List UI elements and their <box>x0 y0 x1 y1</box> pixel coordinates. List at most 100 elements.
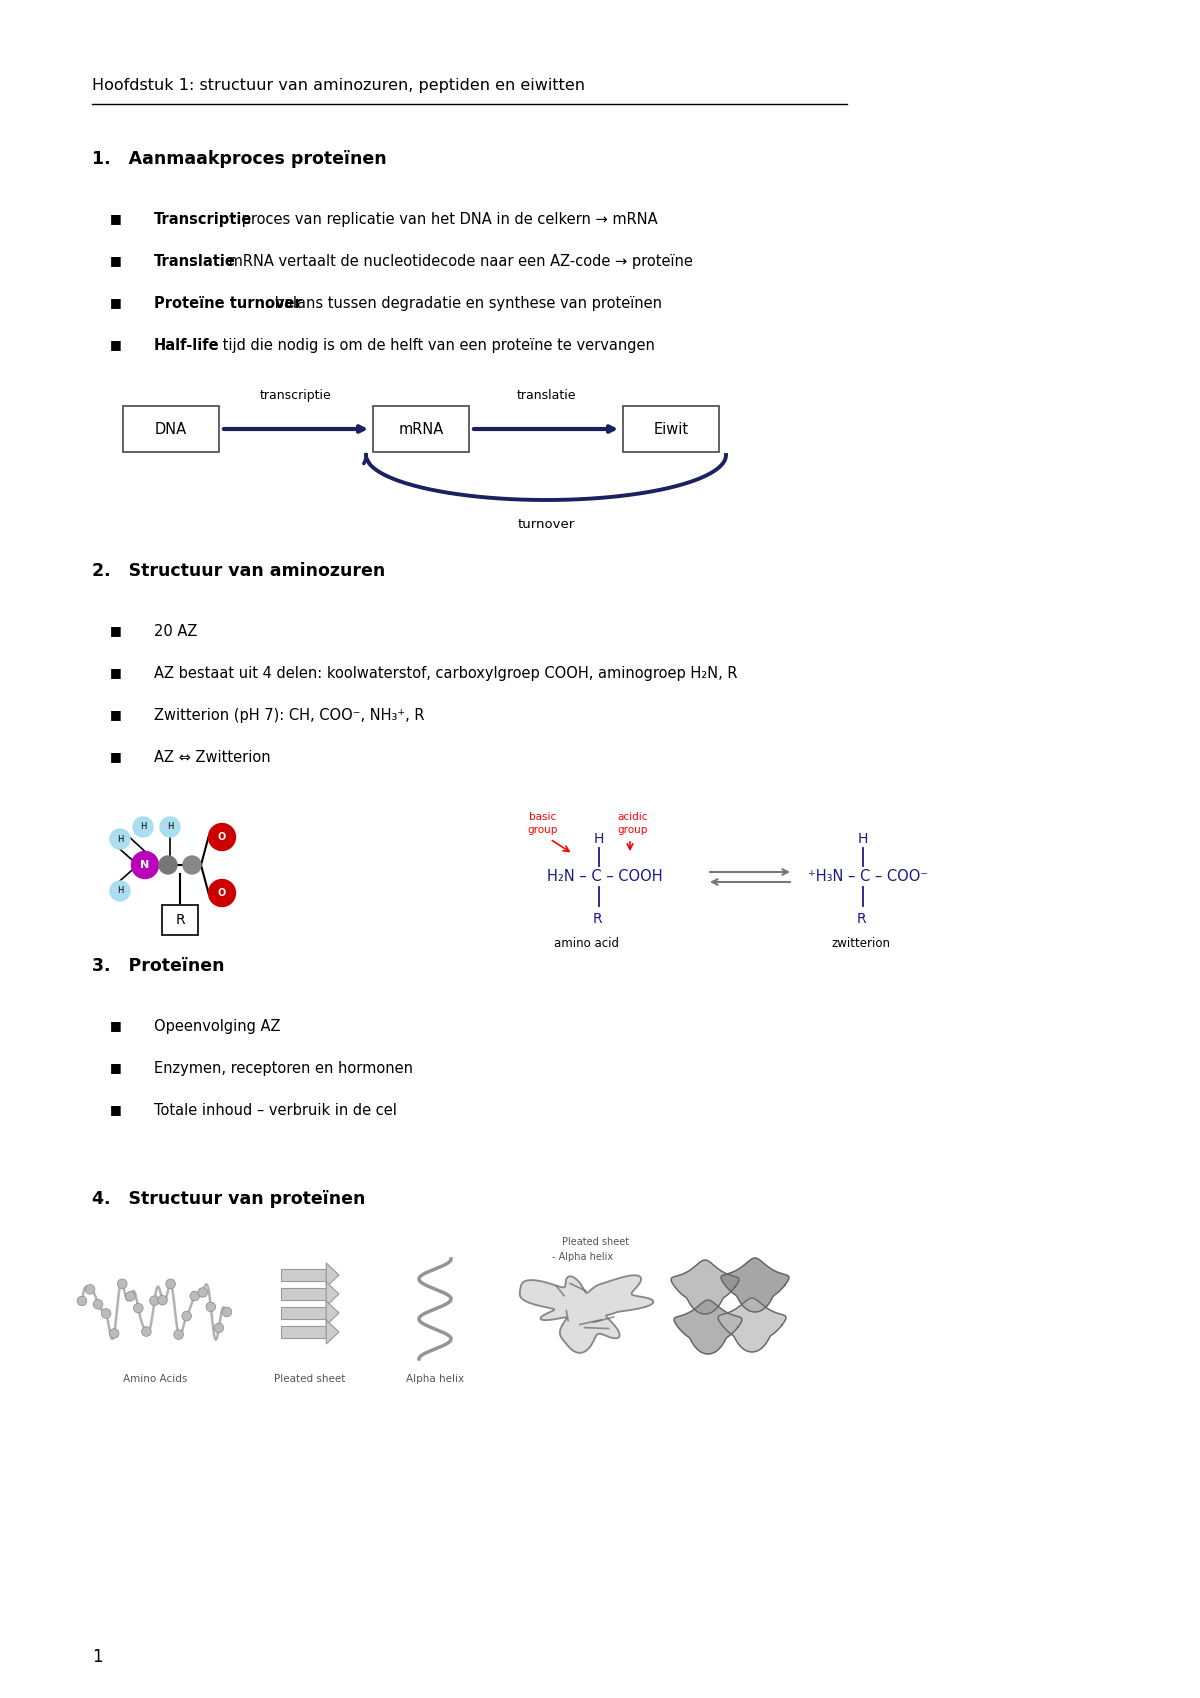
Text: : mRNA vertaalt de nucleotidecode naar een AZ-code → proteïne: : mRNA vertaalt de nucleotidecode naar e… <box>220 255 692 268</box>
Text: H: H <box>116 834 124 844</box>
Circle shape <box>133 1304 143 1313</box>
Polygon shape <box>671 1260 739 1314</box>
Circle shape <box>133 817 154 837</box>
Bar <box>281 1307 326 1319</box>
Text: ■: ■ <box>110 708 121 722</box>
Text: Eiwit: Eiwit <box>654 421 689 436</box>
Text: ■: ■ <box>110 212 121 226</box>
FancyBboxPatch shape <box>124 406 220 452</box>
Circle shape <box>110 829 130 849</box>
Polygon shape <box>326 1263 340 1287</box>
Circle shape <box>160 856 178 874</box>
Text: ■: ■ <box>110 338 121 351</box>
Circle shape <box>77 1296 86 1306</box>
Text: ⁺H₃N – C – COO⁻: ⁺H₃N – C – COO⁻ <box>808 869 928 885</box>
FancyBboxPatch shape <box>623 406 719 452</box>
Text: ■: ■ <box>110 295 121 309</box>
Text: ■: ■ <box>110 1061 121 1075</box>
Text: DNA: DNA <box>155 421 187 436</box>
Text: ■: ■ <box>110 1019 121 1032</box>
Text: Transcriptie: Transcriptie <box>154 212 252 228</box>
Text: O: O <box>218 888 226 898</box>
Polygon shape <box>674 1301 742 1353</box>
Text: R: R <box>175 914 185 927</box>
Circle shape <box>166 1279 175 1289</box>
Circle shape <box>182 856 202 874</box>
Text: : proces van replicatie van het DNA in de celkern → mRNA: : proces van replicatie van het DNA in d… <box>232 212 658 228</box>
Text: 2.   Structuur van aminozuren: 2. Structuur van aminozuren <box>92 562 385 581</box>
Text: Proteïne turnover: Proteïne turnover <box>154 295 301 311</box>
Circle shape <box>190 1290 199 1301</box>
Text: amino acid: amino acid <box>554 937 619 949</box>
Text: 1.   Aanmaakproces proteïnen: 1. Aanmaakproces proteïnen <box>92 149 386 168</box>
Text: Enzymen, receptoren en hormonen: Enzymen, receptoren en hormonen <box>154 1061 413 1077</box>
Text: Opeenvolging AZ: Opeenvolging AZ <box>154 1019 281 1034</box>
Circle shape <box>198 1287 208 1297</box>
Text: Alpha helix: Alpha helix <box>406 1374 464 1384</box>
Circle shape <box>142 1326 151 1336</box>
Text: group: group <box>618 825 648 835</box>
Text: ■: ■ <box>110 255 121 267</box>
Circle shape <box>150 1296 160 1306</box>
Text: H: H <box>167 822 173 832</box>
Text: Totale inhoud – verbruik in de cel: Totale inhoud – verbruik in de cel <box>154 1104 397 1117</box>
Text: Zwitterion (pH 7): CH, COO⁻, NH₃⁺, R: Zwitterion (pH 7): CH, COO⁻, NH₃⁺, R <box>154 708 425 723</box>
Polygon shape <box>721 1258 788 1313</box>
Text: H: H <box>594 832 604 846</box>
Circle shape <box>214 1323 223 1333</box>
Text: transcriptie: transcriptie <box>260 389 332 402</box>
Text: ■: ■ <box>110 1104 121 1116</box>
Text: ■: ■ <box>110 751 121 762</box>
Text: translatie: translatie <box>516 389 576 402</box>
Text: Hoofdstuk 1: structuur van aminozuren, peptiden en eiwitten: Hoofdstuk 1: structuur van aminozuren, p… <box>92 78 586 93</box>
Text: R: R <box>593 912 602 925</box>
Circle shape <box>157 1296 167 1306</box>
Text: 1: 1 <box>92 1649 103 1666</box>
Text: basic: basic <box>529 812 557 822</box>
Bar <box>281 1326 326 1338</box>
Circle shape <box>110 881 130 902</box>
Text: AZ ⇔ Zwitterion: AZ ⇔ Zwitterion <box>154 751 271 766</box>
Circle shape <box>222 1307 232 1316</box>
Text: acidic: acidic <box>618 812 648 822</box>
Text: Pleated sheet: Pleated sheet <box>562 1238 629 1246</box>
Circle shape <box>182 1311 192 1321</box>
Text: ■: ■ <box>110 666 121 679</box>
Circle shape <box>85 1285 95 1294</box>
Polygon shape <box>520 1275 653 1353</box>
Text: O: O <box>218 832 226 842</box>
Text: 20 AZ: 20 AZ <box>154 623 197 638</box>
Text: group: group <box>528 825 558 835</box>
Text: mRNA: mRNA <box>398 421 444 436</box>
Text: Pleated sheet: Pleated sheet <box>275 1374 346 1384</box>
Circle shape <box>206 1302 216 1311</box>
Circle shape <box>94 1299 103 1309</box>
Text: zwitterion: zwitterion <box>832 937 890 949</box>
Text: 3.   Proteïnen: 3. Proteïnen <box>92 958 224 975</box>
Text: H: H <box>116 886 124 895</box>
Polygon shape <box>718 1297 786 1352</box>
Circle shape <box>118 1279 127 1289</box>
Text: turnover: turnover <box>517 518 575 531</box>
Circle shape <box>174 1330 184 1340</box>
Circle shape <box>109 1328 119 1338</box>
Text: 4.   Structuur van proteïnen: 4. Structuur van proteïnen <box>92 1190 365 1207</box>
Text: R: R <box>857 912 866 925</box>
Polygon shape <box>326 1301 340 1324</box>
FancyBboxPatch shape <box>373 406 469 452</box>
Text: - Alpha helix: - Alpha helix <box>552 1251 613 1262</box>
Bar <box>281 1268 326 1280</box>
Polygon shape <box>326 1319 340 1345</box>
Circle shape <box>209 824 235 851</box>
Text: : balans tussen degradatie en synthese van proteïnen: : balans tussen degradatie en synthese v… <box>265 295 661 311</box>
Circle shape <box>209 880 235 907</box>
Text: Half-life: Half-life <box>154 338 220 353</box>
Circle shape <box>126 1292 136 1301</box>
Circle shape <box>101 1309 110 1318</box>
Bar <box>281 1289 326 1301</box>
Circle shape <box>132 851 158 878</box>
Circle shape <box>160 817 180 837</box>
Text: ■: ■ <box>110 623 121 637</box>
Text: Amino Acids: Amino Acids <box>122 1374 187 1384</box>
Text: Translatie: Translatie <box>154 255 236 268</box>
